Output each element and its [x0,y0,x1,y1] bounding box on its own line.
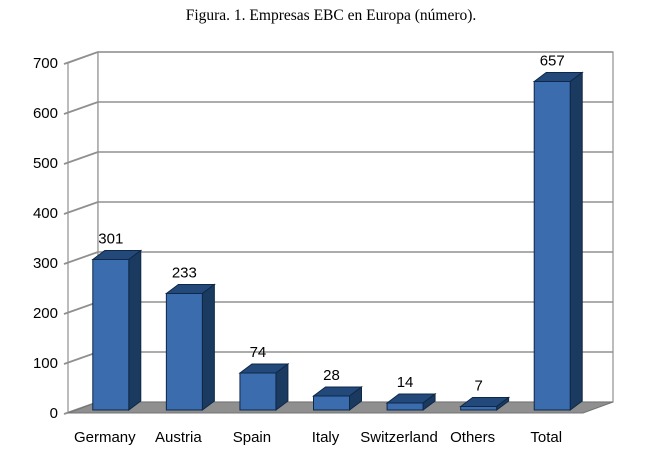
y-axis-label-200: 200 [33,305,58,322]
category-label-austria: Austria [155,429,202,446]
data-label-austria: 233 [172,265,197,282]
y-axis-label-700: 700 [33,55,58,72]
category-label-total: Total [530,429,562,446]
y-axis-label-100: 100 [33,355,58,372]
data-label-total: 657 [540,53,565,70]
data-label-others: 7 [474,378,482,395]
sidewall-tick-400 [63,201,99,215]
bar-side-austria [201,283,215,411]
category-label-others: Others [450,429,495,446]
sidewall-tick-600 [63,101,99,115]
bar-italy [313,395,350,411]
data-label-italy: 28 [323,367,340,384]
bar-others [460,406,498,411]
category-label-italy: Italy [312,429,340,446]
data-label-germany: 301 [98,231,123,248]
figure-caption: Figura. 1. Empresas EBC en Europa (númer… [185,7,477,24]
sidewall-tick-700 [63,51,99,65]
sidewall-tick-500 [63,151,99,165]
category-label-switzerland: Switzerland [360,429,438,446]
bar-total [533,81,571,411]
category-label-germany: Germany [74,429,136,446]
bar-switzerland [386,402,424,411]
data-label-switzerland: 14 [397,374,414,391]
category-label-spain: Spain [233,429,271,446]
bar-germany [92,259,130,411]
bar-austria [165,293,203,411]
y-axis-label-600: 600 [33,105,58,122]
bar-side-total [569,71,583,411]
sidewall-tick-300 [63,251,99,265]
y-axis-label-500: 500 [33,155,58,172]
y-axis-label-300: 300 [33,255,58,272]
bar-side-germany [128,249,142,411]
bar-spain [239,372,277,411]
data-label-spain: 74 [250,344,267,361]
y-axis-label-0: 0 [50,405,58,422]
y-axis-label-400: 400 [33,205,58,222]
